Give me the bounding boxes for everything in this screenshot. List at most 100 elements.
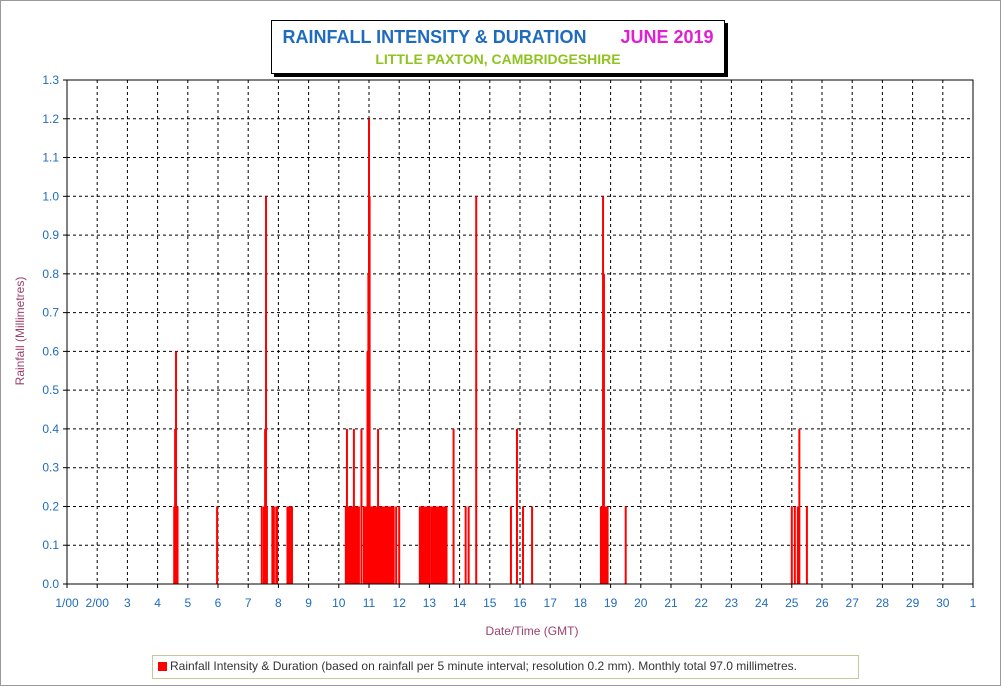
title-period-text: JUNE 2019: [620, 27, 714, 47]
rainfall-bar: [355, 506, 358, 584]
rainfall-bar: [360, 428, 363, 584]
y-tick-label: 0.6: [42, 344, 59, 358]
rainfall-bar: [452, 428, 455, 584]
rainfall-bar: [624, 506, 627, 584]
rainfall-bar: [522, 506, 525, 584]
x-tick-label: 14: [453, 596, 467, 610]
rainfall-bar: [262, 506, 265, 584]
x-tick-label: 18: [574, 596, 588, 610]
rainfall-bar: [363, 506, 366, 584]
legend: Rainfall Intensity & Duration (based on …: [152, 655, 859, 679]
title-main-text: RAINFALL INTENSITY & DURATION: [282, 27, 587, 47]
x-axis-label: Date/Time (GMT): [486, 624, 579, 638]
y-tick-label: 1.2: [42, 112, 59, 126]
rainfall-bar: [260, 506, 263, 584]
x-tick-label: 15: [483, 596, 497, 610]
x-tick-label: 11: [363, 596, 376, 610]
x-tick-label: 29: [906, 596, 920, 610]
legend-swatch: [158, 662, 167, 671]
chart-title-box: RAINFALL INTENSITY & DURATION JUNE 2019 L…: [271, 20, 725, 74]
y-tick-label: 0.0: [42, 577, 59, 591]
x-tick-label: 20: [634, 596, 648, 610]
x-tick-label: 3: [124, 596, 131, 610]
rainfall-bar: [265, 506, 268, 584]
rainfall-bar: [377, 428, 380, 584]
y-tick-labels: 0.0 0.1 0.2 0.3 0.4 0.5 0.6 0.7 0.8 0.9 1.0 1.1 1.2 1…: [42, 73, 59, 591]
y-tick-label: 0.7: [42, 306, 59, 320]
rainfall-bar: [395, 506, 398, 584]
rainfall-bar: [389, 506, 392, 584]
y-tick-label: 1.3: [42, 73, 59, 87]
rainfall-bar: [265, 196, 268, 585]
y-tick-label: 0.2: [42, 499, 59, 513]
x-tick-label: 9: [305, 596, 312, 610]
x-tick-label: 22: [695, 596, 709, 610]
x-tick-label: 7: [245, 596, 252, 610]
x-tick-label: 26: [815, 596, 829, 610]
x-tick-label: 2/00: [86, 596, 110, 610]
x-tick-label: 5: [184, 596, 191, 610]
rainfall-bar: [276, 506, 279, 584]
rainfall-bar: [290, 506, 293, 584]
rainfall-bar: [216, 506, 219, 584]
rainfall-bar: [798, 428, 801, 584]
x-tick-label: 16: [513, 596, 527, 610]
chart-subtitle: LITTLE PAXTON, CAMBRIDGESHIRE: [375, 51, 621, 67]
rainfall-bar: [286, 506, 289, 584]
x-tick-label: 10: [332, 596, 346, 610]
rainfall-bar: [467, 506, 470, 584]
x-tick-label: 12: [393, 596, 407, 610]
x-tick-labels: 1/00 2/00 3 4 5 6 7 8 9 10 11 12 13 14 15 16 17 18 19 20 21 2…: [55, 596, 976, 610]
rainfall-bar: [369, 506, 372, 584]
y-tick-label: 0.4: [42, 422, 59, 436]
x-tick-label: 23: [725, 596, 739, 610]
rainfall-bar: [352, 428, 355, 584]
rainfall-bar: [419, 506, 422, 584]
rainfall-bar: [346, 506, 349, 584]
axes: [63, 79, 974, 588]
x-tick-label: 21: [664, 596, 678, 610]
rainfall-bar: [515, 428, 518, 584]
x-tick-label: 8: [275, 596, 282, 610]
rainfall-bar: [606, 506, 609, 584]
rainfall-bar: [605, 506, 608, 584]
x-tick-label: 4: [154, 596, 161, 610]
rainfall-bar: [380, 506, 383, 584]
x-tick-label: 27: [846, 596, 860, 610]
y-tick-label: 1.1: [42, 151, 59, 165]
rainfall-bar: [289, 506, 292, 584]
rainfall-bar: [349, 506, 352, 584]
rainfall-bar: [531, 506, 534, 584]
x-tick-label: 30: [936, 596, 950, 610]
rainfall-bar: [434, 506, 437, 584]
rainfall-bar: [464, 506, 467, 584]
x-tick-label: 28: [876, 596, 890, 610]
legend-text: Rainfall Intensity & Duration (based on …: [170, 659, 797, 673]
rainfall-bar: [175, 351, 178, 584]
y-tick-label: 0.1: [42, 538, 59, 552]
x-tick-label: 25: [785, 596, 799, 610]
rainfall-bar: [443, 506, 446, 584]
rainfall-bar: [287, 506, 290, 584]
x-tick-label: 13: [423, 596, 437, 610]
y-tick-label: 0.9: [42, 228, 59, 242]
y-tick-label: 1.0: [42, 189, 59, 203]
grid-lines: [67, 79, 973, 584]
rainfall-bar: [272, 506, 275, 584]
rainfall-bar: [805, 506, 808, 584]
rainfall-bar: [796, 506, 799, 584]
x-tick-label: 24: [755, 596, 769, 610]
rainfall-run: [418, 506, 431, 584]
rainfall-bar: [271, 506, 274, 584]
y-tick-label: 0.3: [42, 461, 59, 475]
rainfall-bar: [398, 506, 401, 584]
rainfall-bar: [176, 506, 179, 584]
chart-title: RAINFALL INTENSITY & DURATION JUNE 2019: [272, 27, 724, 48]
rainfall-bars: [173, 118, 808, 585]
x-tick-label: 6: [215, 596, 222, 610]
y-tick-label: 0.8: [42, 267, 59, 281]
y-axis-label: Rainfall (Millimetres): [13, 277, 27, 386]
y-tick-label: 0.5: [42, 383, 59, 397]
rainfall-bar: [602, 273, 605, 584]
